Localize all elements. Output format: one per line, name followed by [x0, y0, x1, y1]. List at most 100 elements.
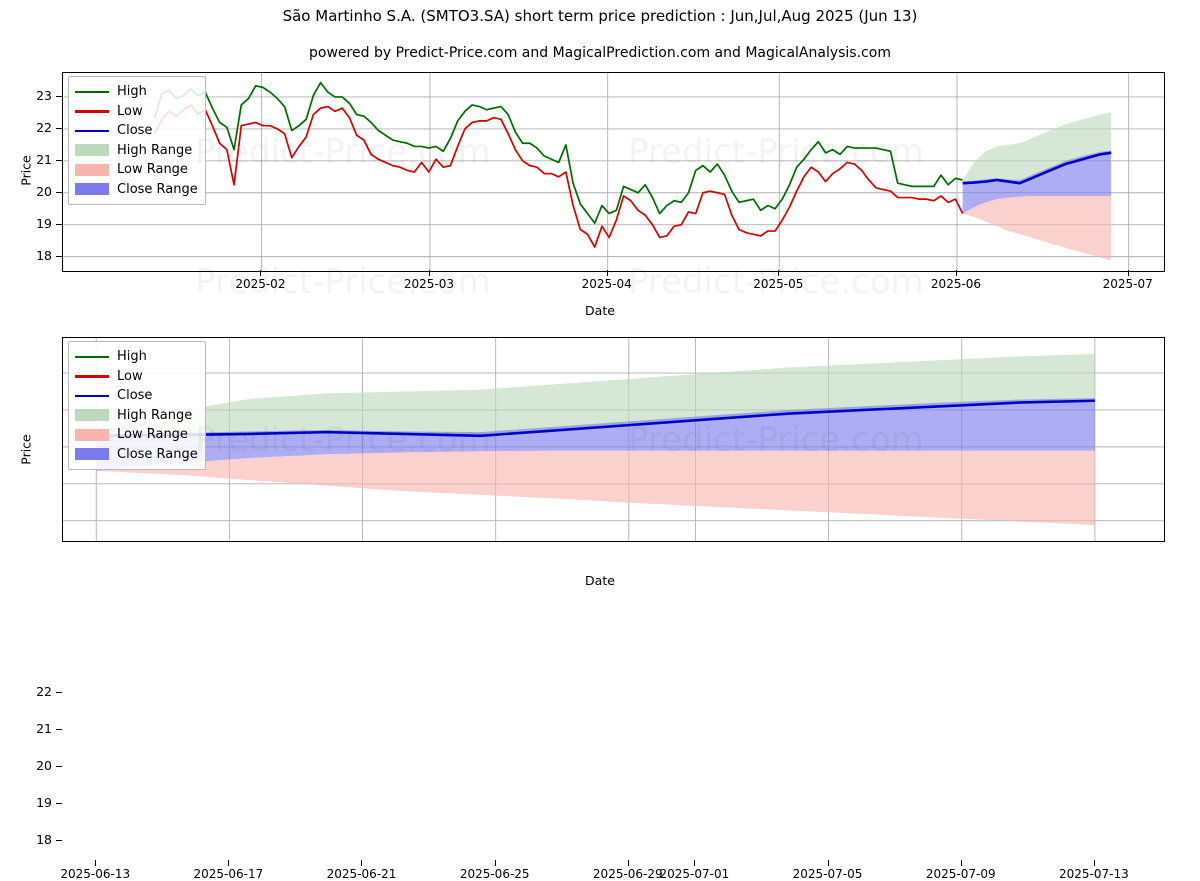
legend-swatch-icon: [75, 448, 109, 461]
ytick-label: 22: [36, 119, 52, 135]
legend-label: Low: [117, 103, 143, 119]
low-range-band: [96, 450, 1095, 526]
legend-swatch-icon: [75, 428, 109, 441]
xtick-mark: [260, 270, 262, 276]
low-price-line: [153, 104, 964, 248]
bottom-chart-legend-item: Close: [75, 386, 198, 406]
legend-swatch-icon: [75, 389, 109, 402]
ytick-mark: [56, 728, 62, 730]
chart-page: São Martinho S.A. (SMTO3.SA) short term …: [0, 7, 1200, 881]
bottom-chart-legend-item: Low Range: [75, 425, 198, 445]
legend-label: Close: [117, 123, 153, 139]
legend-label: Low: [117, 368, 143, 384]
top-chart-plot-area: [62, 72, 1165, 272]
legend-swatch-icon: [75, 163, 109, 176]
legend-swatch-line: [75, 394, 109, 398]
ytick-label: 20: [36, 183, 52, 199]
xtick-mark: [228, 860, 230, 866]
ytick-mark: [56, 765, 62, 767]
xtick-mark: [494, 860, 496, 866]
high-price-line: [153, 81, 963, 224]
xtick-mark: [778, 270, 780, 276]
xtick-label: 2025-07-05: [792, 867, 863, 881]
legend-label: High Range: [117, 407, 193, 423]
xtick-label: 2025-06-21: [326, 867, 397, 881]
xtick-label: 2025-02: [235, 277, 286, 291]
bottom-chart-legend: High Low Close High Range Low Range Close Ran…: [68, 341, 206, 470]
legend-swatch-line: [75, 375, 109, 378]
legend-label: High: [117, 349, 147, 365]
ytick-label: 20: [36, 757, 52, 773]
xtick-label: 2025-03: [403, 277, 455, 291]
close-price-line: [962, 151, 1112, 185]
ytick-label: 18: [36, 247, 52, 263]
ytick-label: 21: [36, 720, 52, 736]
top-chart-legend-item: Low: [75, 102, 198, 122]
close-range-band: [962, 150, 1112, 214]
legend-swatch-icon: [75, 350, 109, 363]
top-chart-svg: [63, 73, 1164, 271]
ytick-mark: [56, 159, 62, 161]
top-chart-legend-item: High: [75, 82, 198, 102]
top-chart-legend-item: Close Range: [75, 180, 198, 200]
ytick-mark: [56, 95, 62, 97]
ytick-mark: [56, 255, 62, 257]
legend-swatch-icon: [75, 85, 109, 98]
bottom-chart-plot-area: [62, 337, 1165, 542]
xtick-mark: [960, 860, 962, 866]
ytick-mark: [56, 127, 62, 129]
ytick-mark: [56, 223, 62, 225]
ytick-mark: [56, 839, 62, 841]
ytick-label: 21: [36, 151, 52, 167]
legend-swatch-patch: [75, 144, 109, 157]
legend-swatch-patch: [75, 163, 109, 176]
low-range-band: [962, 195, 1112, 261]
top-chart-xlabel: Date: [585, 303, 615, 318]
bottom-chart-panel: Price 18 19 20 21 22 2025-06-13 2025-06-17 202…: [0, 320, 1200, 881]
xtick-label: 2025-07-13: [1058, 867, 1129, 881]
xtick-mark: [1127, 270, 1129, 276]
xtick-mark: [1093, 860, 1095, 866]
xtick-mark: [428, 270, 430, 276]
legend-swatch-patch: [75, 448, 109, 461]
ytick-mark: [56, 802, 62, 804]
legend-swatch-icon: [75, 144, 109, 157]
ytick-label: 19: [36, 794, 52, 810]
xtick-label: 2025-05: [753, 277, 804, 291]
legend-label: Low Range: [117, 427, 188, 443]
bottom-chart-svg: [63, 338, 1164, 541]
top-chart-legend-item: Close: [75, 121, 198, 141]
legend-label: Low Range: [117, 162, 188, 178]
legend-label: Close Range: [117, 446, 198, 462]
ytick-mark: [56, 191, 62, 193]
xtick-mark: [361, 860, 363, 866]
legend-swatch-patch: [75, 409, 109, 422]
top-chart-legend: High Low Close High Range Low Range Close Ran…: [68, 76, 206, 205]
ytick-label: 22: [36, 684, 52, 700]
xtick-label: 2025-04: [581, 277, 632, 291]
legend-swatch-patch: [75, 183, 109, 196]
xtick-mark: [606, 270, 608, 276]
xtick-label: 2025-06-25: [459, 867, 530, 881]
xtick-mark: [95, 860, 97, 866]
top-chart-legend-item: High Range: [75, 141, 198, 161]
xtick-label: 2025-06: [930, 277, 982, 291]
bottom-chart-xlabel: Date: [585, 573, 615, 588]
legend-swatch-line: [75, 110, 109, 113]
ytick-label: 19: [36, 215, 52, 231]
bottom-chart-ylabel: Price: [18, 434, 34, 465]
ytick-label: 18: [36, 831, 52, 847]
xtick-mark: [694, 860, 696, 866]
xtick-mark: [827, 860, 829, 866]
page-subtitle: powered by Predict-Price.com and Magical…: [309, 45, 891, 61]
legend-swatch-line: [75, 129, 109, 133]
xtick-label: 2025-06-13: [60, 867, 131, 881]
ytick-mark: [56, 692, 62, 694]
legend-label: Close: [117, 388, 153, 404]
xtick-label: 2025-07-09: [925, 867, 996, 881]
bottom-chart-legend-item: Low: [75, 367, 198, 387]
legend-swatch-patch: [75, 428, 109, 441]
xtick-mark: [956, 270, 957, 276]
xtick-label: 2025-07: [1102, 277, 1153, 291]
high-range-band: [962, 112, 1112, 184]
